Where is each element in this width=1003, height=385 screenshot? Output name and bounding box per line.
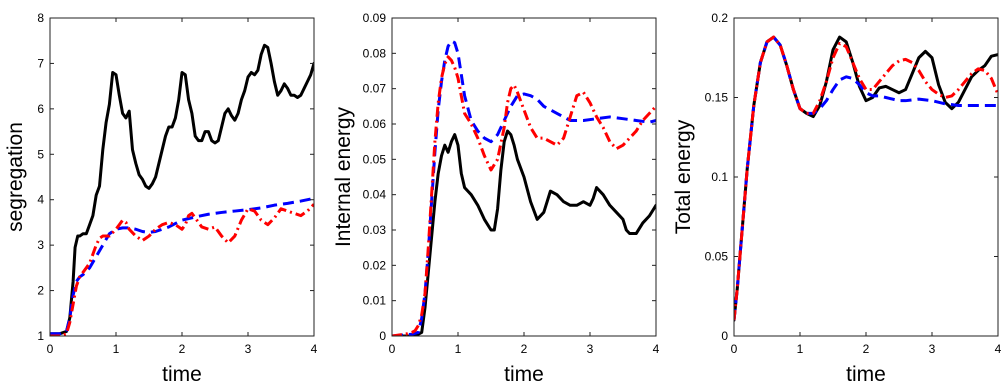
y-tick-label: 0.04 <box>363 188 387 202</box>
series-group <box>734 35 998 322</box>
y-tick-label: 5 <box>37 147 44 161</box>
x-tick-label: 2 <box>521 342 528 356</box>
x-tick-label: 3 <box>245 342 252 356</box>
x-tick-label: 2 <box>179 342 186 356</box>
series-line-solid <box>734 35 998 322</box>
y-tick-label: 0.05 <box>705 250 729 264</box>
x-tick-label: 2 <box>863 342 870 356</box>
x-tick-label: 0 <box>731 342 738 356</box>
x-tick-label: 4 <box>653 342 660 356</box>
x-tick-label: 3 <box>587 342 594 356</box>
axes-box <box>733 17 999 337</box>
series-line-solid <box>50 43 314 336</box>
y-tick-label: 0.03 <box>363 223 387 237</box>
y-axis-label: Internal energy <box>332 106 355 247</box>
y-tick-label: 0.07 <box>363 82 387 96</box>
series-line-dashed <box>734 35 998 321</box>
y-tick-label: 0.05 <box>363 152 387 166</box>
y-tick-label: 0.2 <box>711 11 728 25</box>
x-tick-label: 1 <box>113 342 120 356</box>
x-tick-label: 4 <box>995 342 1002 356</box>
x-tick-label: 0 <box>47 342 54 356</box>
y-tick-label: 2 <box>37 284 44 298</box>
axes-box <box>49 17 315 337</box>
y-tick-label: 0.15 <box>705 91 729 105</box>
x-tick-label: 1 <box>455 342 462 356</box>
y-tick-label: 0.06 <box>363 117 387 131</box>
x-axis-label: time <box>504 363 544 385</box>
series-line-dashed <box>50 196 314 336</box>
series-line-dashdot <box>392 55 656 336</box>
y-tick-label: 0.1 <box>711 170 728 184</box>
x-axis-label: time <box>846 363 886 385</box>
x-tick-label: 3 <box>929 342 936 356</box>
y-tick-label: 6 <box>37 102 44 116</box>
y-tick-label: 4 <box>37 193 44 207</box>
y-tick-label: 8 <box>37 11 44 25</box>
y-tick-label: 0.01 <box>363 294 387 308</box>
x-tick-label: 0 <box>389 342 396 356</box>
y-axis-label: segregation <box>4 122 27 232</box>
panel-internal-energy: 0 1 2 3 4 0 0.01 0.02 0.03 0.04 0.05 0.06 0.07 0.08 0.… <box>332 11 660 385</box>
y-tick-label: 0.09 <box>363 11 387 25</box>
y-tick-label: 7 <box>37 56 44 70</box>
y-axis-label: Total energy <box>672 119 695 234</box>
y-tick-label: 3 <box>37 238 44 252</box>
series-group <box>392 39 656 336</box>
series-line-dashdot <box>734 35 998 321</box>
series-line-solid <box>392 129 656 336</box>
series-group <box>50 43 314 336</box>
y-tick-label: 0 <box>379 329 386 343</box>
y-tick-label: 0 <box>721 329 728 343</box>
x-tick-label: 4 <box>311 342 318 356</box>
y-tick-label: 0.08 <box>363 46 387 60</box>
y-tick-label: 1 <box>37 329 44 343</box>
series-line-dashdot <box>50 203 314 336</box>
x-tick-label: 1 <box>797 342 804 356</box>
panel-total-energy: 0 1 2 3 4 0 0.05 0.1 0.15 0.2 time Total energy <box>672 11 1002 385</box>
x-axis-label: time <box>162 363 202 385</box>
y-tick-label: 0.02 <box>363 258 387 272</box>
